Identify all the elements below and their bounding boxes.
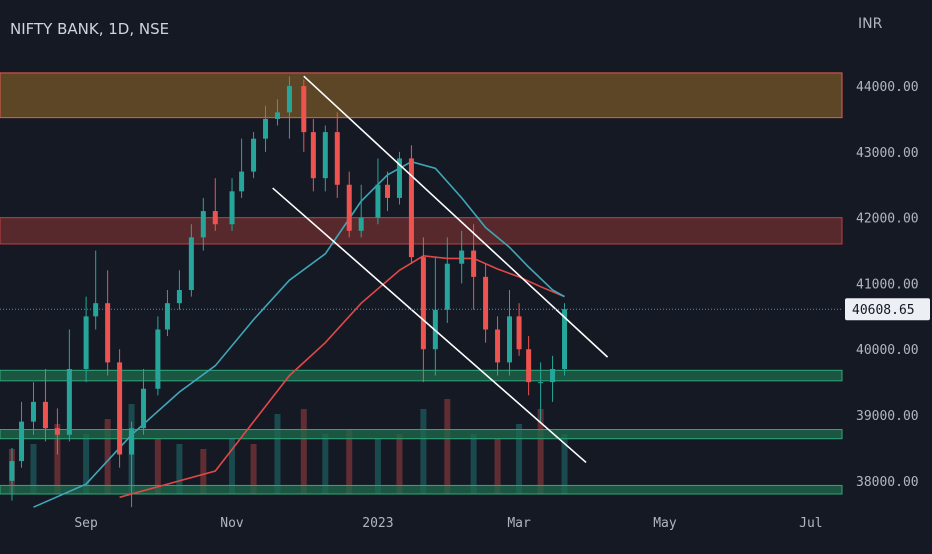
volume-bar bbox=[561, 434, 568, 494]
volume-bar bbox=[200, 449, 207, 494]
candle-body bbox=[274, 112, 280, 119]
candle-body bbox=[334, 132, 340, 185]
zone-support bbox=[0, 369, 843, 382]
volume-bar bbox=[54, 424, 61, 494]
candle-body bbox=[346, 184, 352, 231]
candle-body bbox=[42, 401, 48, 429]
zone-support bbox=[0, 484, 843, 495]
candle-body bbox=[483, 276, 489, 330]
candle-body bbox=[212, 211, 218, 225]
candle-body bbox=[375, 184, 381, 218]
candle-body bbox=[507, 316, 513, 363]
candle-body bbox=[164, 303, 170, 330]
candle-body bbox=[310, 132, 316, 179]
volume-bar bbox=[494, 439, 501, 494]
volume-bar bbox=[322, 434, 329, 494]
candle-body bbox=[358, 217, 364, 231]
volume-bar bbox=[396, 434, 403, 494]
currency-label: INR bbox=[858, 16, 883, 32]
volume-bar bbox=[30, 444, 37, 494]
candle-body bbox=[54, 428, 60, 435]
chart-title: NIFTY BANK, 1D, NSE bbox=[10, 20, 170, 38]
y-tick-label: 42000.00 bbox=[856, 212, 919, 227]
candle-body bbox=[495, 329, 501, 363]
candle-body bbox=[229, 191, 235, 225]
volume-bar bbox=[229, 439, 236, 494]
y-tick-label: 44000.00 bbox=[856, 80, 919, 95]
candle-body bbox=[538, 382, 544, 384]
y-tick-label: 41000.00 bbox=[856, 277, 919, 292]
candle-body bbox=[239, 171, 245, 192]
y-tick-label: 39000.00 bbox=[856, 409, 919, 424]
ma-short-line bbox=[33, 160, 565, 508]
candle-body bbox=[562, 309, 568, 369]
candle-body bbox=[19, 421, 25, 462]
candle-body bbox=[471, 250, 477, 277]
y-tick-label: 40000.00 bbox=[856, 343, 919, 358]
candle-body bbox=[263, 118, 269, 139]
candle-body bbox=[459, 250, 465, 264]
zone-support bbox=[0, 429, 843, 440]
candle-body bbox=[251, 138, 257, 172]
candle-body bbox=[420, 257, 426, 350]
candle-body bbox=[105, 303, 111, 363]
volume-bar bbox=[83, 434, 90, 494]
volume-bar bbox=[470, 434, 477, 494]
candle-body bbox=[141, 388, 147, 429]
volume-bar bbox=[104, 419, 111, 494]
candle-body bbox=[516, 316, 522, 350]
volume-bar bbox=[274, 414, 281, 494]
candle-body bbox=[188, 237, 194, 291]
volume-bar bbox=[300, 409, 307, 494]
x-tick-label: Jul bbox=[799, 516, 822, 531]
trendline bbox=[272, 187, 587, 464]
candle-body bbox=[30, 401, 36, 422]
candle-body bbox=[550, 368, 556, 383]
candle-body bbox=[117, 362, 123, 455]
volume-bar bbox=[444, 399, 451, 494]
zone-resistance bbox=[0, 217, 843, 245]
y-tick-label: 43000.00 bbox=[856, 146, 919, 161]
last-price-badge bbox=[845, 298, 930, 321]
x-tick-label: Sep bbox=[74, 516, 98, 531]
candle-body bbox=[83, 316, 89, 369]
volume-bar bbox=[516, 424, 523, 494]
volume-bar bbox=[346, 429, 353, 494]
candle-body bbox=[155, 329, 161, 389]
candle-body bbox=[408, 158, 414, 258]
candle-body bbox=[176, 290, 182, 304]
volume-bar bbox=[250, 444, 257, 494]
x-tick-label: 2023 bbox=[362, 516, 393, 531]
candle-body bbox=[200, 211, 206, 238]
x-tick-label: Mar bbox=[507, 516, 531, 531]
volume-bar bbox=[374, 439, 381, 494]
candle-body bbox=[301, 86, 307, 133]
volume-bar bbox=[176, 444, 183, 494]
candle-body bbox=[9, 461, 15, 481]
zone-resistance bbox=[0, 72, 843, 119]
volume-bar bbox=[154, 439, 161, 494]
candle-body bbox=[444, 263, 450, 310]
candle-body bbox=[396, 158, 402, 198]
candle-body bbox=[66, 368, 72, 435]
candle-body bbox=[526, 349, 532, 383]
x-tick-label: May bbox=[653, 516, 677, 531]
candle-body bbox=[93, 303, 99, 317]
candle-body bbox=[322, 132, 328, 179]
candle-body bbox=[385, 184, 391, 198]
candle-body bbox=[286, 86, 292, 113]
volume-bar bbox=[420, 409, 427, 494]
last-price-label: 40608.65 bbox=[852, 303, 915, 318]
volume-bar bbox=[537, 409, 544, 494]
y-tick-label: 38000.00 bbox=[856, 475, 919, 490]
x-tick-label: Nov bbox=[220, 516, 244, 531]
trendline bbox=[303, 75, 609, 358]
ma-long-line bbox=[119, 254, 565, 499]
candle-body bbox=[129, 428, 135, 455]
